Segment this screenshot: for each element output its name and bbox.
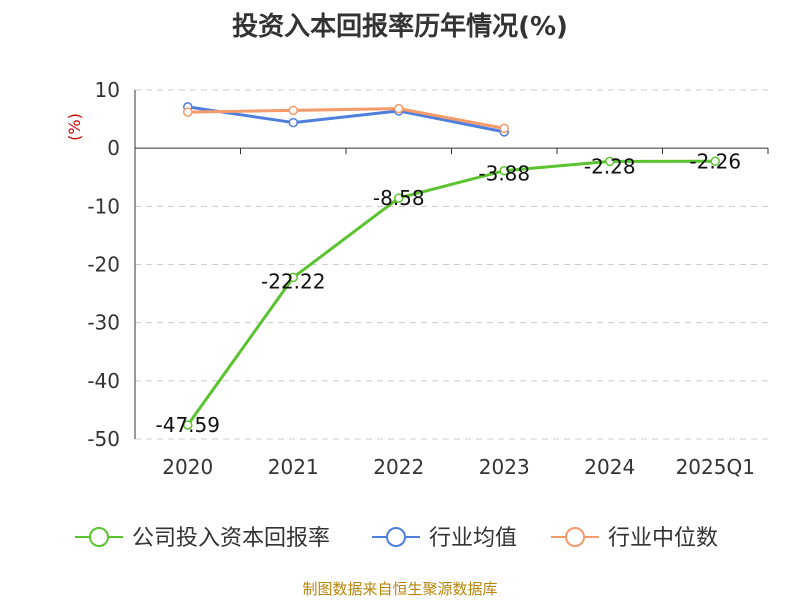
x-tick-label: 2023 (479, 455, 530, 479)
series-line (186, 159, 716, 426)
x-tick-label: 2020 (162, 455, 213, 479)
y-tick-label: -10 (87, 194, 120, 218)
legend-swatch-marker (386, 527, 406, 547)
y-tick-label: -20 (87, 253, 120, 277)
data-point (288, 272, 298, 283)
x-tick-label: 2025Q1 (676, 455, 755, 479)
y-tick-label: -30 (87, 311, 120, 335)
data-label: -8.58 (373, 186, 425, 210)
data-point (288, 117, 298, 128)
data-point (394, 193, 404, 203)
x-tick-label: 2021 (268, 455, 319, 479)
legend-label: 公司投入资本回报率 (132, 526, 330, 551)
x-tick-label: 2022 (373, 455, 424, 479)
data-label: -47.59 (156, 413, 220, 437)
series-line (187, 107, 505, 130)
data-point (499, 165, 509, 176)
data-point (183, 107, 193, 117)
y-tick-label: -40 (87, 369, 120, 393)
data-label: -2.28 (584, 154, 636, 178)
data-label: -22.22 (261, 269, 325, 293)
x-tick-label: 2024 (584, 455, 635, 479)
y-tick-label: -50 (87, 427, 120, 451)
data-point (710, 156, 720, 167)
data-point (499, 123, 509, 134)
y-axis-label: (%) (65, 113, 84, 141)
legend-swatch-marker (89, 527, 109, 547)
data-point (183, 420, 193, 430)
y-tick-label: 10 (95, 78, 120, 102)
data-point (288, 105, 298, 116)
legend-label: 行业均值 (429, 526, 517, 551)
data-point (605, 156, 615, 167)
y-tick-label: 0 (107, 136, 120, 160)
series-line (187, 105, 505, 134)
legend-swatch-marker (565, 527, 585, 547)
source-note: 制图数据来自恒生聚源数据库 (302, 580, 498, 598)
chart-title: 投资入本回报率历年情况(%) (232, 12, 568, 42)
data-point (394, 103, 404, 114)
data-label: -3.88 (478, 162, 530, 186)
data-label: -2.26 (689, 149, 741, 173)
legend-label: 行业中位数 (608, 526, 718, 551)
